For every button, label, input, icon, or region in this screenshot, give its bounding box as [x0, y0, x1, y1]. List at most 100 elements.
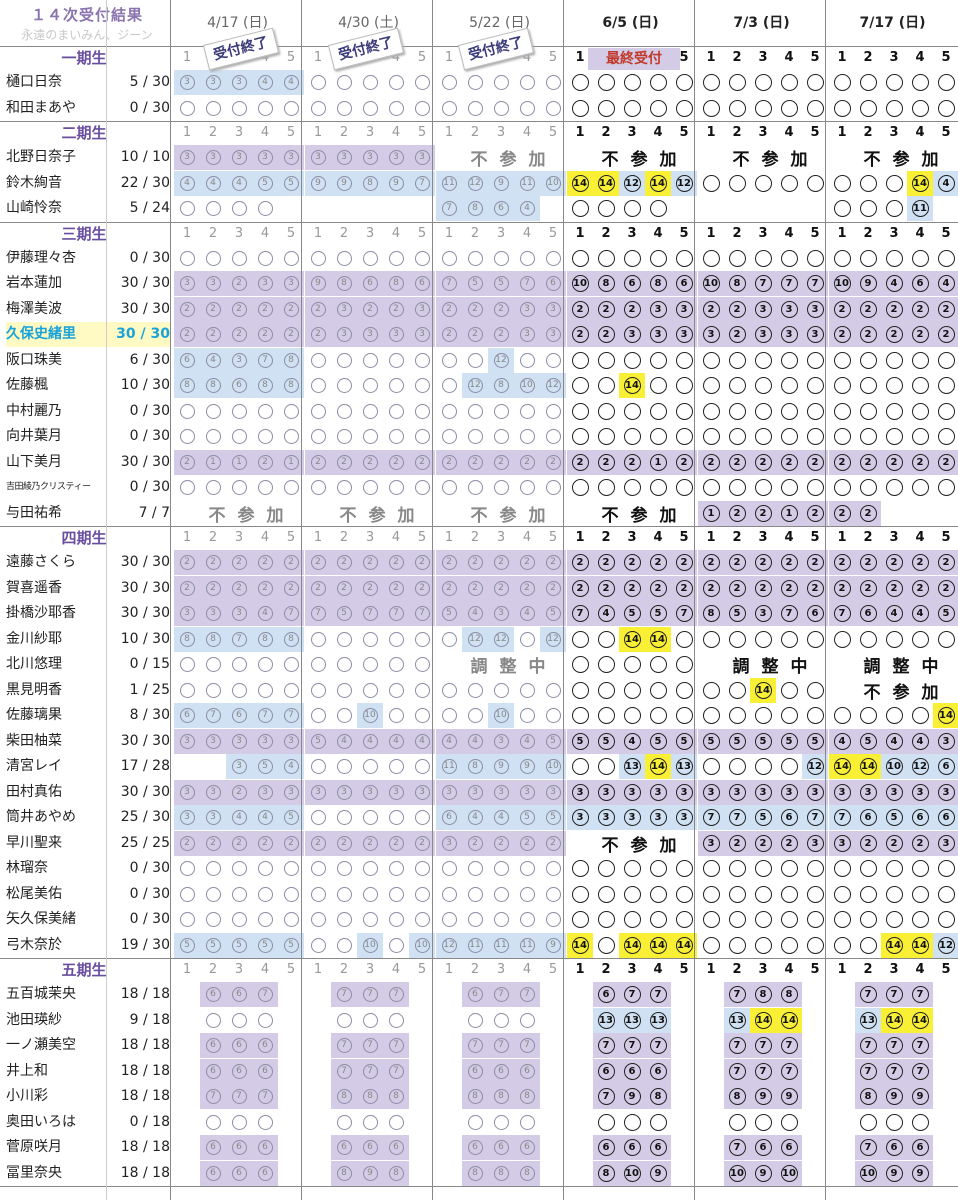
- won-slot-mark: 6: [205, 987, 221, 1002]
- slot-cell: [829, 373, 855, 398]
- slot-cell: [226, 678, 252, 703]
- slot-cell: [567, 246, 593, 271]
- slot-cell: [593, 1110, 619, 1135]
- session-number: 5: [417, 225, 427, 241]
- member-count: 30 / 30: [120, 783, 170, 800]
- won-slot-mark: 2: [859, 834, 877, 852]
- won-slot-mark: 7: [754, 1062, 772, 1080]
- slot-cell: [776, 424, 802, 449]
- member-name: 伊藤理々杏: [6, 249, 76, 266]
- slot-cell: [724, 678, 750, 703]
- slot-cell: [567, 627, 593, 652]
- slot-cell: 4: [462, 805, 488, 830]
- member-count: 25 / 30: [120, 809, 170, 825]
- slot-cell: [750, 627, 776, 652]
- slot-cell: [855, 882, 881, 907]
- open-slot-mark: [362, 429, 378, 444]
- open-slot-mark: [833, 174, 851, 192]
- slot-cell: 5: [488, 271, 514, 296]
- session-number: 2: [470, 962, 480, 977]
- open-slot-mark: [833, 351, 851, 369]
- slot-cell: [514, 246, 540, 271]
- slot-cell: 7: [514, 1033, 540, 1058]
- won-slot-mark: 11: [441, 759, 457, 774]
- session-number: 1: [837, 962, 847, 977]
- member-row: 梅澤美波 30 / 30 2 2 2 2 2 2 3 2 2 3 2 2 2 3 3 2 2 2 3 3 2 2 3 3 3 2 2 2 2…: [0, 296, 958, 323]
- won-slot-mark: 4: [205, 352, 221, 368]
- open-slot-mark: [702, 758, 720, 775]
- slot-cell: [907, 627, 933, 652]
- won-slot-mark: 7: [885, 1037, 903, 1054]
- slot-cell: 8: [278, 347, 304, 373]
- won-slot-mark: 3: [283, 276, 299, 291]
- open-slot-mark: [519, 912, 535, 927]
- slot-cell: [488, 399, 514, 424]
- slot-cell: [226, 882, 252, 907]
- won-slot-mark: 2: [519, 454, 535, 470]
- slot-cell: [331, 754, 357, 779]
- slot-cell: 3: [357, 322, 383, 347]
- open-slot-mark: [780, 402, 798, 420]
- won-slot-mark: 3: [937, 732, 955, 750]
- slot-cell: 5: [540, 728, 566, 754]
- open-slot-mark: [283, 429, 299, 444]
- member-count: 5 / 30: [129, 74, 170, 90]
- won-slot-mark: 6: [467, 1140, 483, 1155]
- won-slot-mark: 7: [362, 606, 378, 621]
- open-slot-mark: [257, 201, 273, 216]
- open-slot-mark: [179, 201, 195, 216]
- won-slot-mark: 2: [885, 326, 903, 343]
- slot-cell: 3: [619, 779, 645, 805]
- won-slot-mark: 3: [336, 327, 352, 342]
- won-slot-mark: 9: [310, 175, 326, 191]
- won-slot-mark: 14: [780, 1011, 798, 1029]
- slot-cell: 6: [174, 347, 200, 373]
- won-slot-mark: 3: [649, 300, 667, 318]
- open-slot-mark: [911, 630, 929, 648]
- member-row: 佐藤楓 10 / 30 8 8 6 8 8 12 8 10 12 14: [0, 373, 958, 399]
- open-slot-mark: [519, 480, 535, 495]
- open-slot-mark: [283, 100, 299, 116]
- slot-cell: [305, 424, 331, 449]
- slot-cell: 8: [200, 373, 226, 398]
- open-slot-mark: [675, 911, 693, 928]
- won-slot-mark: 3: [362, 784, 378, 800]
- won-slot-mark: 2: [571, 554, 589, 571]
- won-slot-mark: 4: [205, 175, 221, 191]
- won-slot-mark: 4: [388, 733, 404, 749]
- open-slot-mark: [283, 403, 299, 419]
- slot-cell: 8: [514, 1084, 540, 1109]
- won-slot-mark: 7: [885, 1062, 903, 1080]
- session-number: 2: [601, 530, 611, 545]
- slot-cell: [907, 907, 933, 932]
- won-slot-mark: 3: [937, 783, 955, 801]
- section-divider: [0, 1186, 958, 1187]
- slot-cell: 2: [567, 322, 593, 347]
- session-number: 5: [679, 962, 689, 977]
- open-slot-mark: [780, 377, 798, 394]
- slot-cell: [200, 882, 226, 907]
- member-name: 奥田いろは: [6, 1113, 76, 1130]
- slot-cell: [933, 70, 958, 95]
- section-header: 二期生 1 2 3 4 5 1 2 3 4 5 1 2 3 4 5 1 2 3 4 5 1 2 3 4 5 1 2 3 4 5: [0, 121, 958, 145]
- slot-cell: [383, 627, 409, 652]
- won-slot-mark: 7: [336, 987, 352, 1002]
- member-row: 与田祐希 7 / 7 不参加 不参加 不参加 不参加 1 2 2 1 2 2 2: [0, 500, 958, 527]
- open-slot-mark: [780, 885, 798, 903]
- slot-cell: 4: [881, 271, 907, 296]
- won-slot-mark: 3: [231, 759, 247, 774]
- open-slot-mark: [571, 479, 589, 496]
- won-slot-mark: 2: [859, 326, 877, 343]
- won-slot-mark: 9: [493, 175, 509, 191]
- slot-cell: 3: [331, 779, 357, 805]
- slot-cell: 3: [855, 779, 881, 805]
- open-slot-mark: [833, 936, 851, 954]
- slot-cell: [645, 196, 671, 221]
- open-slot-mark: [414, 631, 430, 647]
- session-number: 5: [286, 125, 296, 140]
- session-number: 2: [863, 962, 873, 977]
- slot-cell: [802, 424, 828, 449]
- slot-cell: 8: [462, 196, 488, 221]
- open-slot-mark: [675, 74, 693, 91]
- slot-cell: 14: [907, 1007, 933, 1033]
